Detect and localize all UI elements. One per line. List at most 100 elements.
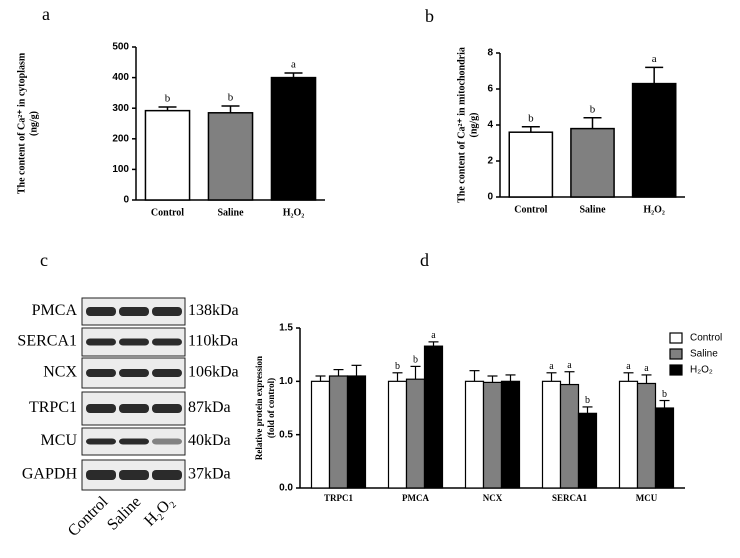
bar [464,380,485,489]
significance-label: a [549,361,554,372]
panel-label: c [40,250,48,270]
protein-label: GAPDH [22,466,78,483]
protein-label: MCU [41,432,78,449]
significance-label: b [228,92,234,104]
bar [559,383,580,489]
size-label: 110kDa [188,333,238,350]
y-tick-label: 200 [112,133,129,144]
significance-label: a [626,361,631,372]
y-tick-label: 500 [112,42,129,53]
blot-band [152,369,182,377]
protein-label: SERCA1 [17,333,77,350]
blot-band [86,369,116,377]
y-tick-label: 6 [487,84,493,95]
panel-label: d [420,250,429,270]
bar [310,380,331,489]
y-axis-label: The content of Ca²⁺ in cytoplasm [16,52,27,194]
x-tick-label: Control [514,204,547,215]
lane-label: Saline [104,493,144,533]
y-tick-label: 400 [112,72,129,83]
significance-label: b [585,395,590,406]
blot-band [152,307,182,316]
significance-label: b [662,389,667,400]
y-tick-label: 0.0 [279,483,293,494]
panel-label: b [425,6,434,26]
legend-swatch [669,348,683,360]
bar [423,345,444,489]
y-tick-label: 4 [487,120,493,131]
blot-band [152,470,182,480]
legend-label: H₂O₂ [690,365,713,376]
x-tick-label: Saline [217,207,244,218]
y-axis-label: (ng/g) [468,113,479,138]
x-tick-label: Saline [579,204,606,215]
legend-swatch [669,364,683,376]
bar [346,375,367,489]
blot-band [152,338,182,346]
y-tick-label: 1.5 [279,323,293,334]
y-axis-label: (fold of control) [266,378,276,438]
blot-band [152,404,182,413]
blot-band [119,338,149,346]
significance-label: b [395,361,400,372]
significance-label: a [431,330,436,341]
bar [541,380,562,489]
lane-label: Control [65,493,112,540]
legend-label: Control [690,333,722,344]
x-tick-label: PMCA [402,493,429,503]
significance-label: a [567,360,572,371]
blot-band [86,307,116,316]
y-tick-label: 2 [487,156,493,167]
x-tick-label: TRPC1 [324,493,353,503]
bar [500,380,521,489]
blot-band [86,338,116,346]
blot-band [86,438,116,445]
y-tick-label: 300 [112,103,129,114]
size-label: 37kDa [188,466,231,483]
bar [144,109,191,201]
blot-band [152,438,182,445]
blot-band [86,470,116,480]
significance-label: b [528,112,534,124]
y-tick-label: 0 [487,192,493,203]
protein-label: PMCA [32,302,78,319]
bar [387,380,408,489]
bar [482,381,503,489]
y-tick-label: 1.0 [279,376,293,387]
bar [508,131,554,198]
x-tick-label: H₂O₂ [283,207,305,218]
y-tick-label: 100 [112,164,129,175]
size-label: 87kDa [188,399,231,416]
blot-band [119,438,149,445]
significance-label: a [652,53,657,65]
size-label: 106kDa [188,364,239,381]
size-label: 40kDa [188,432,231,449]
blot-band [119,369,149,377]
blot-band [119,404,149,413]
bar [654,407,675,489]
legend-label: Saline [690,349,718,360]
x-tick-label: SERCA1 [552,493,588,503]
bar [577,412,598,489]
bar [636,382,657,489]
legend-swatch [669,332,683,344]
bar [207,112,254,201]
bar [631,82,677,198]
x-tick-label: Control [151,207,184,218]
protein-label: TRPC1 [29,399,77,416]
y-tick-label: 0 [123,195,129,206]
protein-label: NCX [43,364,77,381]
panel-label: a [42,4,50,24]
bar [570,127,615,198]
blot-band [119,470,149,480]
blot-band [86,404,116,413]
y-tick-label: 0.5 [279,429,293,440]
size-label: 138kDa [188,302,239,319]
x-tick-label: H₂O₂ [643,204,665,215]
significance-label: b [590,103,596,115]
significance-label: a [644,363,649,374]
x-tick-label: MCU [636,493,658,503]
y-axis-label: (ng/g) [28,111,39,136]
bar [405,378,426,489]
